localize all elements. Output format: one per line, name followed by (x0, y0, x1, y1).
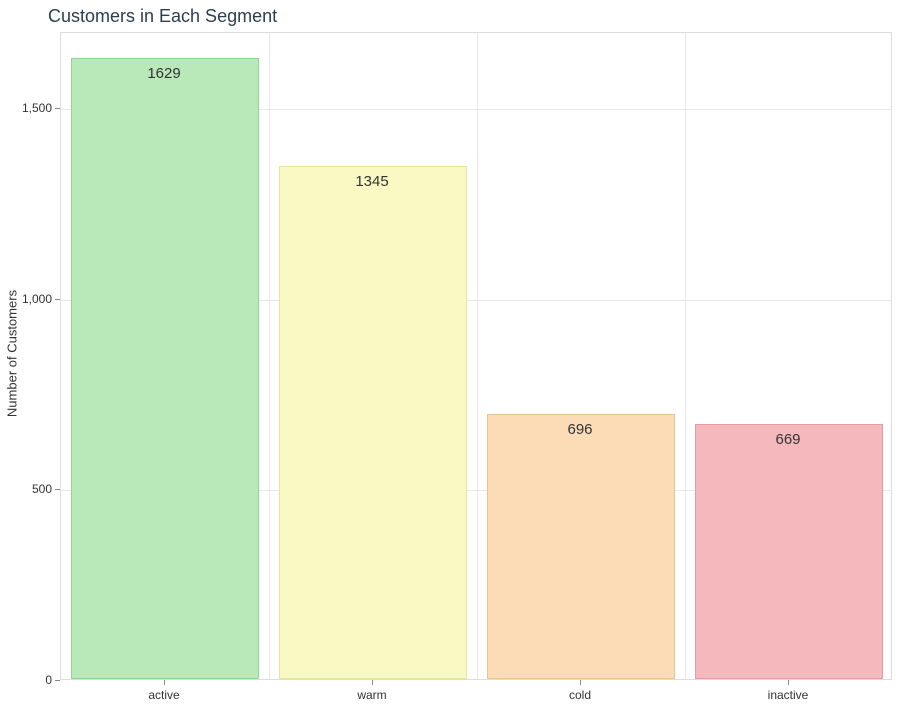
bar-inactive (695, 424, 882, 679)
y-axis-label: Number of Customers (5, 254, 20, 454)
chart-container: Customers in Each Segment Number of Cust… (0, 0, 900, 714)
y-tick-mark (55, 108, 60, 109)
bar-value-label: 1345 (355, 173, 388, 190)
x-tick-label: inactive (768, 688, 809, 702)
x-tick-mark (372, 680, 373, 685)
y-tick-mark (55, 299, 60, 300)
gridline-vertical (477, 33, 478, 679)
y-tick-label: 0 (45, 673, 52, 687)
chart-title: Customers in Each Segment (48, 6, 277, 27)
y-tick-label: 500 (32, 482, 52, 496)
gridline-vertical (685, 33, 686, 679)
bar-value-label: 1629 (147, 65, 180, 82)
y-tick-mark (55, 489, 60, 490)
y-tick-label: 1,000 (22, 292, 52, 306)
x-tick-label: active (148, 688, 179, 702)
y-tick-label: 1,500 (22, 101, 52, 115)
x-tick-label: cold (569, 688, 591, 702)
bar-value-label: 696 (567, 421, 592, 438)
bar-warm (279, 166, 466, 679)
x-tick-mark (580, 680, 581, 685)
bar-value-label: 669 (775, 431, 800, 448)
y-tick-mark (55, 680, 60, 681)
bar-cold (487, 414, 674, 679)
x-tick-label: warm (357, 688, 386, 702)
bar-active (71, 58, 258, 679)
x-tick-mark (164, 680, 165, 685)
gridline-vertical (269, 33, 270, 679)
x-tick-mark (788, 680, 789, 685)
plot-area (60, 32, 892, 680)
